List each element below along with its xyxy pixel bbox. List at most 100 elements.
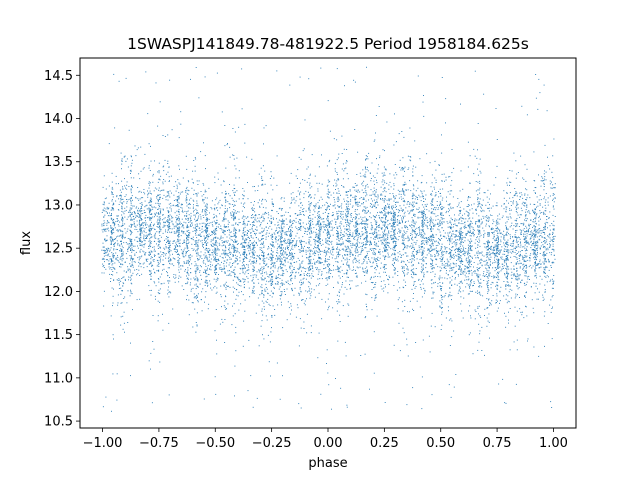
data-point <box>383 180 385 182</box>
data-point <box>161 254 163 255</box>
data-point <box>380 239 382 241</box>
data-point <box>278 227 280 228</box>
data-point <box>505 222 507 224</box>
data-point <box>345 220 347 222</box>
data-point <box>225 288 227 290</box>
data-point <box>331 257 333 259</box>
data-point <box>458 222 460 224</box>
data-point <box>182 253 184 255</box>
data-point <box>300 407 302 409</box>
data-point <box>348 222 349 224</box>
data-point <box>308 220 310 222</box>
data-point <box>449 251 451 253</box>
data-point <box>373 257 375 259</box>
data-point <box>441 254 443 256</box>
data-point <box>419 251 421 253</box>
data-point <box>399 251 401 252</box>
data-point <box>152 246 154 248</box>
data-point <box>366 194 368 196</box>
data-point <box>535 236 536 238</box>
data-point <box>490 283 492 285</box>
data-point <box>212 239 214 241</box>
data-point <box>412 192 414 194</box>
data-point <box>388 207 390 209</box>
data-point <box>171 228 173 230</box>
data-point <box>283 226 285 228</box>
data-point <box>515 278 517 280</box>
data-point <box>319 261 321 263</box>
data-point <box>247 233 248 234</box>
data-point <box>122 231 124 233</box>
data-point <box>158 256 160 258</box>
data-point <box>453 253 455 255</box>
data-point <box>121 290 123 292</box>
data-point <box>441 250 443 252</box>
data-point <box>120 293 122 295</box>
data-point <box>508 301 510 303</box>
data-point <box>482 209 484 211</box>
data-point <box>520 155 522 157</box>
data-point <box>146 266 148 268</box>
data-point <box>105 254 107 256</box>
data-point <box>477 240 478 242</box>
data-point <box>254 219 256 221</box>
data-point <box>271 273 273 275</box>
data-point <box>398 211 400 213</box>
data-point <box>228 274 230 276</box>
data-point <box>315 250 317 252</box>
data-point <box>107 227 109 229</box>
data-point <box>421 236 423 238</box>
data-point <box>158 270 160 272</box>
data-point <box>352 254 354 256</box>
data-point <box>313 289 315 291</box>
data-point <box>351 206 353 208</box>
data-point <box>520 281 521 283</box>
data-point <box>143 231 145 233</box>
data-point <box>416 240 418 242</box>
data-point <box>430 266 432 268</box>
data-point <box>502 266 504 268</box>
data-point <box>228 230 230 232</box>
data-point <box>356 209 358 211</box>
data-point <box>225 249 227 251</box>
data-point <box>480 278 482 280</box>
data-point <box>479 232 481 234</box>
data-point <box>136 236 138 238</box>
data-point <box>523 228 525 230</box>
data-point <box>261 227 263 229</box>
data-point <box>517 294 518 296</box>
data-point <box>284 242 286 244</box>
data-point <box>535 253 537 255</box>
data-point <box>533 239 535 241</box>
data-point <box>385 240 387 242</box>
data-point <box>371 224 372 226</box>
data-point <box>277 213 279 214</box>
data-point <box>438 277 440 279</box>
data-point <box>270 260 272 262</box>
data-point <box>313 275 314 277</box>
data-point <box>139 198 141 200</box>
data-point <box>125 187 126 189</box>
data-point <box>219 199 221 201</box>
data-point <box>267 334 269 336</box>
data-point <box>130 342 131 344</box>
data-point <box>458 214 460 216</box>
data-point <box>320 226 322 228</box>
data-point <box>467 276 469 278</box>
data-point <box>455 263 457 265</box>
data-point <box>276 155 278 157</box>
data-point <box>248 236 249 238</box>
data-point <box>526 271 527 273</box>
data-point <box>153 260 155 262</box>
data-point <box>153 254 155 256</box>
data-point <box>216 339 217 341</box>
data-point <box>452 254 454 256</box>
data-point <box>402 233 404 235</box>
data-point <box>479 219 480 221</box>
data-point <box>385 255 387 257</box>
data-point <box>107 208 109 210</box>
data-point <box>289 284 291 286</box>
data-point <box>407 155 409 157</box>
data-point <box>423 256 425 258</box>
data-point <box>521 194 523 196</box>
